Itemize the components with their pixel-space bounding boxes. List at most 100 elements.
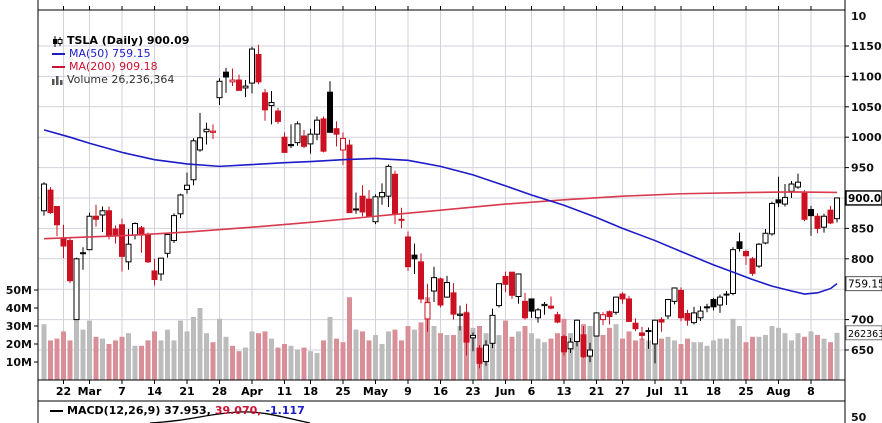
volume-bar (457, 326, 463, 380)
volume-bar (178, 320, 183, 380)
candle-body (119, 224, 125, 257)
volume-bar (288, 345, 294, 380)
volume-bar (67, 340, 73, 380)
volume-bar (230, 345, 235, 380)
candle-body (736, 241, 743, 249)
candle-body (392, 173, 398, 215)
volume-bar (555, 333, 560, 380)
volume-bar (353, 329, 359, 380)
volume-bar (613, 324, 619, 380)
volume-bar (646, 340, 651, 380)
volume-bar (106, 344, 112, 380)
date-label: 25 (738, 385, 753, 398)
volume-bar (568, 333, 573, 380)
candle-body (158, 257, 164, 275)
volume-bar (386, 331, 391, 380)
volume-bar (743, 342, 749, 380)
volume-bar (574, 327, 580, 380)
date-label: 9 (404, 385, 412, 398)
volume-bar (730, 318, 736, 380)
candle-body (561, 336, 567, 353)
month-label: May (363, 385, 388, 398)
date-label: 21 (179, 385, 194, 398)
candle-body (457, 313, 463, 316)
volume-bar (704, 345, 710, 380)
ma200-line (43, 191, 838, 240)
candle-body (444, 282, 450, 298)
candle-body (151, 270, 158, 280)
candle-body (710, 299, 717, 308)
volume-bar (392, 329, 398, 380)
month-label: Jun (495, 385, 516, 398)
volume-bar (184, 331, 190, 380)
candle-body (359, 195, 366, 213)
volume-bar (340, 342, 346, 380)
volume-bar (223, 336, 229, 380)
date-label: 16 (433, 385, 449, 398)
volume-bar (594, 324, 599, 380)
candle-body (658, 319, 665, 323)
candle-body (60, 237, 67, 247)
volume-tick-label: 50M (6, 284, 32, 297)
candle-body (587, 349, 593, 357)
volume-bar (607, 327, 612, 380)
volume-bar (444, 335, 450, 380)
candle-body (346, 144, 353, 214)
volume-bar (152, 331, 157, 380)
price-tick-label: 650 (851, 344, 874, 357)
candle-body (580, 334, 587, 358)
volume-bar (678, 344, 684, 380)
candle-body (723, 293, 730, 296)
candle-body (190, 140, 197, 181)
candle-body (535, 309, 541, 319)
volume-bar (724, 338, 729, 380)
candle-body (574, 319, 580, 342)
candle-body (203, 128, 210, 133)
candle-body (795, 181, 801, 188)
volume-bar (282, 344, 287, 380)
date-label: 11 (673, 385, 688, 398)
volume-bar (158, 340, 164, 380)
price-tick-label: 1100 (851, 70, 882, 83)
candle-body (385, 165, 392, 197)
volume-bar (717, 338, 723, 380)
candle-body (223, 71, 229, 78)
candle-body (177, 194, 184, 215)
candle-body (678, 289, 684, 319)
candle-body (548, 305, 554, 309)
volume-bar (327, 317, 333, 380)
volume-bar (698, 342, 703, 380)
candle-body (782, 196, 788, 205)
volume-bar (204, 333, 209, 380)
date-label: 18 (706, 385, 721, 398)
volume-bar (399, 340, 404, 380)
candle-body (340, 137, 346, 151)
candle-body (450, 292, 457, 315)
candle-body (249, 48, 255, 84)
candle-body (717, 296, 723, 306)
volume-bar (542, 342, 547, 380)
volume-bar (769, 326, 775, 380)
volume-bar (425, 297, 430, 380)
candle-body (132, 223, 138, 236)
candle-body (437, 278, 444, 306)
candle-body (418, 261, 424, 300)
candle-body (691, 312, 697, 324)
candle-body (684, 313, 691, 321)
candle-body (67, 240, 73, 282)
volume-bar (756, 336, 762, 380)
date-label: 18 (303, 385, 318, 398)
candle-body (262, 92, 268, 111)
volume-bar (373, 335, 378, 380)
volume-bar (438, 333, 443, 380)
volume-bar (314, 353, 320, 380)
volume-bar (776, 327, 781, 380)
volume-bar (74, 299, 79, 380)
candle-body (632, 322, 639, 330)
volume-bar (509, 336, 515, 380)
volume-bar (639, 338, 645, 380)
volume-bar (217, 318, 222, 380)
candle-body (626, 298, 632, 322)
month-label: Mar (78, 385, 102, 398)
